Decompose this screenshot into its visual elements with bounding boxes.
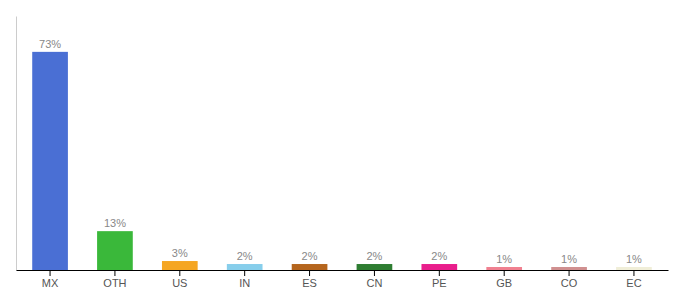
x-tick-mark (633, 270, 634, 276)
x-tick-label: GB (496, 277, 512, 289)
x-tick-mark (374, 270, 375, 276)
x-axis-line (17, 270, 669, 271)
x-tick: GB (496, 270, 512, 289)
x-tick-label: ES (302, 277, 317, 289)
x-tick-mark (179, 270, 180, 276)
x-tick-label: MX (42, 277, 59, 289)
bar (616, 267, 652, 270)
x-tick-mark (50, 270, 51, 276)
bar (162, 261, 198, 270)
x-tick-mark (244, 270, 245, 276)
data-label: 1% (626, 253, 642, 265)
x-tick: PE (432, 270, 447, 289)
x-tick: EC (626, 270, 641, 289)
x-tick-label: US (172, 277, 187, 289)
x-tick: ES (302, 270, 317, 289)
data-label: 2% (302, 250, 318, 262)
x-tick-mark (504, 270, 505, 276)
bars (32, 52, 652, 270)
x-tick: OTH (103, 270, 126, 289)
data-label: 1% (561, 253, 577, 265)
data-label: 73% (39, 38, 61, 50)
x-tick-mark (114, 270, 115, 276)
bar (97, 231, 133, 270)
x-tick: IN (239, 270, 250, 289)
data-label: 3% (172, 247, 188, 259)
x-tick-label: OTH (103, 277, 126, 289)
x-tick: CO (561, 270, 578, 289)
x-tick-label: CO (561, 277, 578, 289)
data-label: 2% (366, 250, 382, 262)
bar (421, 264, 457, 270)
y-axis (16, 17, 17, 271)
bar (292, 264, 328, 270)
x-axis: MX OTH US IN ES CN PE GB CO EC (17, 270, 669, 289)
x-tick-mark (439, 270, 440, 276)
x-tick: CN (366, 270, 382, 289)
x-tick-label: IN (239, 277, 250, 289)
x-tick: MX (42, 270, 59, 289)
bar (486, 267, 522, 270)
x-tick-label: PE (432, 277, 447, 289)
x-tick-mark (309, 270, 310, 276)
data-label: 1% (496, 253, 512, 265)
data-labels: 73% 13% 3% 2% 2% 2% 2% 1% 1% 1% (39, 38, 642, 265)
x-tick-label: EC (626, 277, 641, 289)
bar (551, 267, 587, 270)
bar (32, 52, 68, 270)
chart: MX OTH US IN ES CN PE GB CO EC 73% 13% 3% 2% 2% 2% 2% 1% 1… (0, 0, 680, 300)
y-axis-line (16, 17, 17, 271)
bar (357, 264, 393, 270)
data-label: 2% (237, 250, 253, 262)
x-tick-mark (569, 270, 570, 276)
data-label: 2% (431, 250, 447, 262)
plot: MX OTH US IN ES CN PE GB CO EC 73% 13% 3% 2% 2% 2% 2% 1% 1… (17, 17, 669, 289)
x-tick-label: CN (366, 277, 382, 289)
bar (227, 264, 263, 270)
data-label: 13% (104, 217, 126, 229)
x-tick: US (172, 270, 187, 289)
